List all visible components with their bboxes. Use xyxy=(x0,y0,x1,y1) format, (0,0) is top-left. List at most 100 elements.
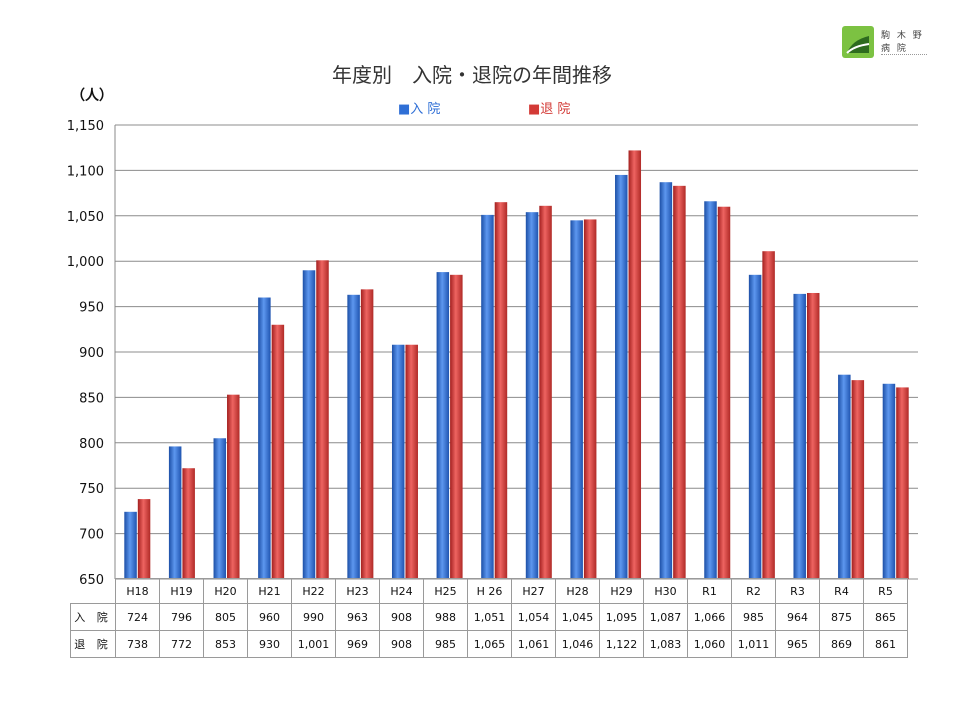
x-tick-label: H29 xyxy=(599,578,644,604)
bar-discharge xyxy=(628,150,642,579)
chart-title: 年度別 入院・退院の年間推移 xyxy=(332,63,612,87)
table-cell-discharge: 1,061 xyxy=(511,630,556,658)
bar-admission xyxy=(168,446,182,579)
x-tick-label: R5 xyxy=(863,578,908,604)
x-tick-label: H21 xyxy=(247,578,292,604)
table-cell-discharge: 1,046 xyxy=(555,630,600,658)
table-cell-admission: 865 xyxy=(863,603,908,631)
table-cell-admission: 1,087 xyxy=(643,603,688,631)
bar-discharge xyxy=(896,387,909,579)
table-cell-discharge: 861 xyxy=(863,630,908,658)
x-tick-label: H27 xyxy=(511,578,556,604)
bar-admission xyxy=(659,182,673,580)
y-tick-label: 750 xyxy=(79,482,104,497)
logo-text-line1: 駒 木 野 xyxy=(881,31,924,41)
bar-admission xyxy=(838,374,851,579)
table-cell-admission: 724 xyxy=(115,603,160,631)
table-cell-discharge: 1,060 xyxy=(687,630,732,658)
table-row-label-discharge: 退 院 xyxy=(70,630,116,658)
bar-admission xyxy=(793,293,806,579)
y-tick-label: 950 xyxy=(79,301,104,316)
table-cell-discharge: 1,065 xyxy=(467,630,512,658)
table-cell-discharge: 738 xyxy=(115,630,160,658)
table-cell-discharge: 1,011 xyxy=(731,630,776,658)
table-cell-admission: 1,051 xyxy=(467,603,512,631)
y-tick-label: 700 xyxy=(79,528,104,543)
bar-discharge xyxy=(450,274,463,579)
bar-discharge xyxy=(227,394,240,579)
bar-discharge xyxy=(673,185,686,579)
bar-discharge xyxy=(806,292,820,579)
table-cell-admission: 796 xyxy=(159,603,204,631)
table-cell-admission: 1,095 xyxy=(599,603,644,631)
legend-item-admission: ■入 院 xyxy=(398,102,440,117)
table-cell-admission: 963 xyxy=(335,603,380,631)
bar-admission xyxy=(704,201,717,579)
y-tick-label: 850 xyxy=(79,391,104,406)
table-row-discharge: 退 院 738 772 853 930 1,001 969 908 985 1,065 1,061… xyxy=(70,630,908,658)
bar-discharge xyxy=(360,289,374,579)
bar-discharge xyxy=(851,380,865,579)
x-tick-label: H19 xyxy=(159,578,204,604)
logo-text-line2: 病 院 xyxy=(881,44,908,54)
x-tick-label: H28 xyxy=(555,578,600,604)
y-axis-unit-label: （人） xyxy=(71,87,113,104)
bar-admission xyxy=(391,344,405,579)
x-tick-label: H30 xyxy=(643,578,688,604)
y-axis-ticks: 6507007508008509009501,0001,0501,1001,15… xyxy=(67,119,104,588)
bar-discharge xyxy=(762,251,775,579)
y-tick-label: 1,050 xyxy=(67,210,104,225)
table-cell-admission: 960 xyxy=(247,603,292,631)
x-tick-label: H25 xyxy=(423,578,468,604)
table-cell-admission: 1,045 xyxy=(555,603,600,631)
bar-discharge xyxy=(583,219,597,579)
bar-series xyxy=(124,150,909,580)
table-row-label-admission: 入 院 xyxy=(70,603,116,631)
x-tick-label: H18 xyxy=(115,578,160,604)
table-cell-admission: 875 xyxy=(819,603,864,631)
data-table: H18 H19 H20 H21 H22 H23 H24 H25 H 26 H27 H28 H29 H30… xyxy=(70,578,908,658)
table-header-row: H18 H19 H20 H21 H22 H23 H24 H25 H 26 H27 H28 H29 H30… xyxy=(70,578,908,604)
bar-admission xyxy=(124,511,137,579)
y-tick-label: 1,000 xyxy=(67,255,104,270)
table-cell-admission: 985 xyxy=(731,603,776,631)
bar-admission xyxy=(347,294,360,579)
table-corner xyxy=(70,578,116,604)
bar-admission xyxy=(570,220,583,579)
table-cell-admission: 805 xyxy=(203,603,248,631)
x-tick-label: H23 xyxy=(335,578,380,604)
bar-discharge xyxy=(539,205,552,579)
bar-admission xyxy=(258,297,271,579)
table-cell-discharge: 985 xyxy=(423,630,468,658)
x-tick-label: H20 xyxy=(203,578,248,604)
y-tick-label: 900 xyxy=(79,346,104,361)
bar-discharge xyxy=(137,499,151,579)
y-tick-label: 1,100 xyxy=(67,164,104,179)
table-cell-discharge: 772 xyxy=(159,630,204,658)
table-cell-discharge: 1,083 xyxy=(643,630,688,658)
table-cell-discharge: 1,122 xyxy=(599,630,644,658)
bar-discharge xyxy=(316,260,329,579)
table-cell-discharge: 1,001 xyxy=(291,630,336,658)
bar-discharge xyxy=(494,202,508,579)
bar-admission xyxy=(302,270,316,579)
table-cell-discharge: 965 xyxy=(775,630,820,658)
bar-admission xyxy=(615,174,628,579)
x-tick-label: R4 xyxy=(819,578,864,604)
bar-discharge xyxy=(271,324,285,579)
x-tick-label: H 26 xyxy=(467,578,512,604)
logo-divider xyxy=(881,54,927,55)
chart-legend: ■入 院 ■退 院 xyxy=(398,102,570,117)
bar-discharge xyxy=(182,468,195,579)
bar-admission xyxy=(525,212,539,579)
table-cell-admission: 990 xyxy=(291,603,336,631)
table-cell-admission: 988 xyxy=(423,603,468,631)
bar-admission xyxy=(882,383,896,579)
x-tick-label: H22 xyxy=(291,578,336,604)
y-tick-label: 1,150 xyxy=(67,119,104,134)
bar-admission xyxy=(481,214,494,579)
legend-item-discharge: ■退 院 xyxy=(528,102,570,117)
table-cell-discharge: 930 xyxy=(247,630,292,658)
bar-admission xyxy=(748,274,762,579)
